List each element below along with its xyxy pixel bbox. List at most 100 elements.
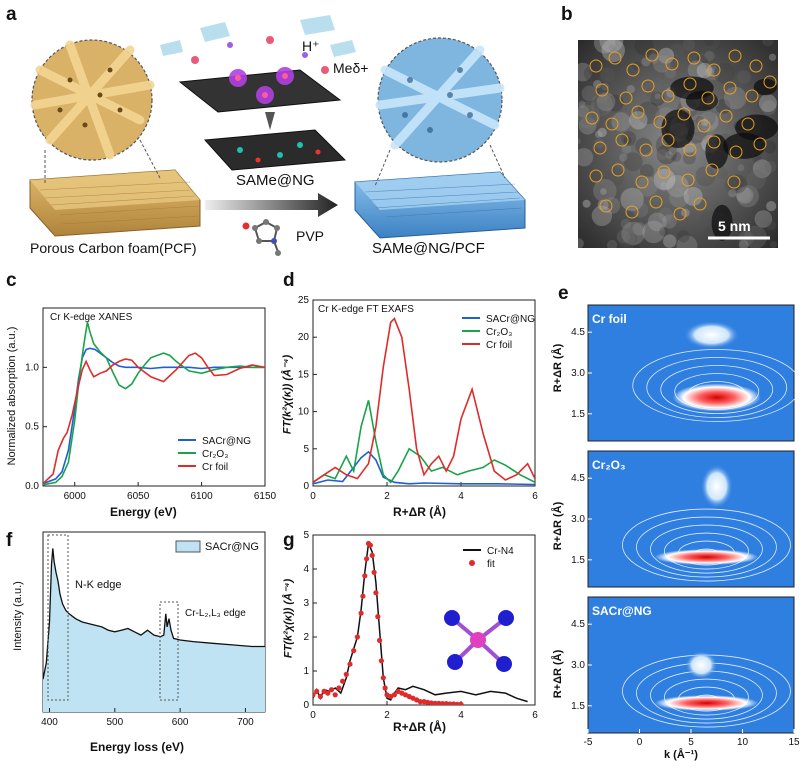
single-atom-marker <box>749 59 763 73</box>
tem-grain <box>616 227 636 247</box>
chart-g-fit-point <box>458 701 464 705</box>
chart-f-xtick-label: 600 <box>172 717 189 728</box>
chart-c-xanes: 6000 6050 6100 6150 0.0 0.5 1.0 SACr@NG Cr₂O₃ Cr… <box>25 307 277 502</box>
chart-d-legend-label: Cr foil <box>486 340 512 351</box>
single-atom-marker <box>615 133 629 147</box>
tem-dark-region <box>753 78 778 96</box>
single-atom-marker <box>649 195 663 209</box>
tem-grain <box>669 43 685 59</box>
tem-grain <box>634 40 654 56</box>
tem-grain <box>605 167 625 187</box>
tem-grain <box>690 118 712 141</box>
tem-grain <box>594 138 605 149</box>
chart-e-ytick-label: 4.5 <box>571 619 585 630</box>
single-atom-marker <box>645 48 659 62</box>
chart-f-series-line <box>43 548 265 680</box>
tem-grain <box>582 199 591 208</box>
tem-grain <box>620 187 644 212</box>
tem-grain <box>752 159 772 179</box>
tem-grain <box>696 55 708 67</box>
chart-e-subplot-3 <box>587 596 795 734</box>
tem-grain <box>595 130 603 138</box>
single-atom-marker <box>589 59 603 73</box>
chart-c-xtick-label: 6000 <box>64 491 87 502</box>
tem-grain <box>713 40 725 49</box>
chart-c-title: Cr K-edge XANES <box>50 312 133 323</box>
chart-e-xtick-label: 5 <box>688 737 694 748</box>
chart-g-ytick-label: 0 <box>303 700 309 711</box>
panel-letter-d: d <box>283 270 295 291</box>
tem-grain <box>593 80 602 89</box>
chart-c-ylabel: Normalized absorption (a.u.) <box>6 326 18 466</box>
tem-grain <box>761 100 777 116</box>
single-atom-marker <box>657 165 671 179</box>
chart-g-fit-point <box>358 610 364 616</box>
chart-d-xtick-label: 0 <box>310 491 316 502</box>
tem-grain <box>727 174 747 194</box>
chart-f-ylabel: Intensity (a.u.) <box>12 581 24 651</box>
chart-g-fit-point <box>378 658 384 664</box>
chart-e-xtick-label: 0 <box>637 737 643 748</box>
single-atom-marker <box>763 75 777 89</box>
chart-f-legend-swatch <box>175 540 201 553</box>
tem-grain <box>626 85 635 94</box>
tem-grain <box>625 232 638 246</box>
chart-d-xtick-label: 6 <box>532 491 538 502</box>
chart-c-legend-label: SACr@NG <box>202 436 251 447</box>
single-atom-marker <box>589 169 603 183</box>
chart-g-fit-point <box>325 690 331 696</box>
tem-grain <box>736 187 754 204</box>
tem-grain <box>606 94 624 112</box>
single-atom-marker <box>677 107 691 121</box>
tem-grain <box>607 239 618 248</box>
chart-g-fit-point <box>369 552 375 559</box>
pvp-label: PVP <box>296 228 325 244</box>
chart-d-ylabel: FT(k²χ(κ)) (Å⁻⁴) <box>281 354 294 435</box>
chart-g-fit-point <box>314 688 320 695</box>
single-atom-marker <box>729 145 743 159</box>
chart-d-ytick-label: 20 <box>298 332 310 343</box>
tem-grain <box>763 140 777 154</box>
chart-e-contour <box>646 357 788 418</box>
pvp-molecule <box>242 219 281 256</box>
chart-g-fit-point <box>332 692 338 698</box>
tem-grain <box>578 238 584 248</box>
tem-grain <box>746 170 766 190</box>
tem-grain <box>665 151 674 160</box>
chart-e-ytick-label: 1.5 <box>571 409 585 420</box>
tem-grain <box>677 230 690 243</box>
tem-grain <box>599 40 624 53</box>
chart-e-secondary-blob <box>683 320 740 349</box>
single-atom-marker <box>723 81 737 95</box>
single-atom-marker <box>705 163 719 177</box>
chart-c-xlabel: Energy (eV) <box>110 505 177 519</box>
tem-grain <box>623 152 643 172</box>
chart-d-xtick-label: 2 <box>384 491 390 502</box>
panel-letter-c: c <box>6 270 17 291</box>
single-atom-marker <box>727 175 741 189</box>
tem-grain <box>762 40 774 47</box>
chart-c-xtick-label: 6100 <box>190 491 213 502</box>
tem-grain <box>600 67 616 83</box>
tem-grain <box>647 212 667 232</box>
chart-g-fit-point <box>347 661 353 667</box>
chart-c-series-sacr-ng <box>43 347 265 485</box>
chart-g-ylabel: FT(k²χ(κ)) (Å⁻⁴) <box>282 578 295 659</box>
panel-letter-g: g <box>283 530 295 551</box>
tem-grain <box>642 220 665 244</box>
tem-grain <box>590 93 614 116</box>
tem-grain <box>691 173 700 182</box>
single-atom-marker <box>681 173 695 187</box>
chart-f-xtick-label: 400 <box>41 717 58 728</box>
single-atom-marker <box>665 57 679 71</box>
chart-c-ytick-label: 0.5 <box>25 422 39 433</box>
chart-g-fit-point <box>391 692 397 698</box>
chart-f-xlabel: Energy loss (eV) <box>90 740 185 754</box>
chart-e-sub2-label: Cr₂O₃ <box>592 458 626 472</box>
single-atom-marker <box>626 63 640 77</box>
chart-e-xtick-label: -5 <box>584 737 593 748</box>
tem-grain <box>659 226 669 237</box>
single-atom-marker <box>741 117 755 131</box>
tem-grain <box>589 219 598 227</box>
chart-d-series-cr-o- <box>313 400 535 484</box>
